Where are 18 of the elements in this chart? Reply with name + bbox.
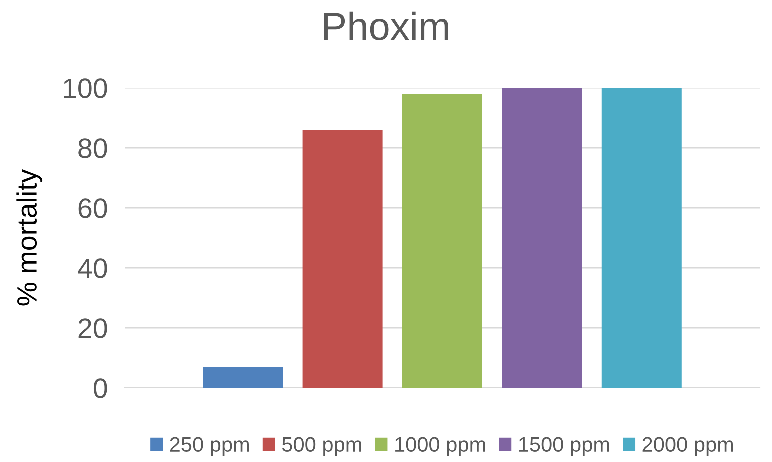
- bar: [302, 130, 383, 388]
- y-axis-title: % mortality: [16, 169, 43, 306]
- y-tick-label: 0: [94, 378, 108, 398]
- y-tick-label: 60: [78, 198, 108, 218]
- legend-label: 1500 ppm: [519, 437, 610, 456]
- chart-title: Phoxim: [324, 12, 448, 40]
- legend-label: 1000 ppm: [396, 437, 486, 456]
- legend-label: 500 ppm: [282, 437, 362, 456]
- y-tick-label: 100: [64, 78, 108, 98]
- legend-label: 2000 ppm: [642, 437, 734, 456]
- legend-label: 250 ppm: [170, 437, 250, 456]
- y-tick-label: 80: [78, 138, 108, 158]
- bar: [402, 94, 483, 388]
- bar: [502, 88, 582, 388]
- bar: [602, 88, 682, 388]
- y-tick-label: 40: [78, 258, 108, 278]
- bar: [203, 367, 284, 388]
- y-tick-label: 20: [78, 318, 108, 338]
